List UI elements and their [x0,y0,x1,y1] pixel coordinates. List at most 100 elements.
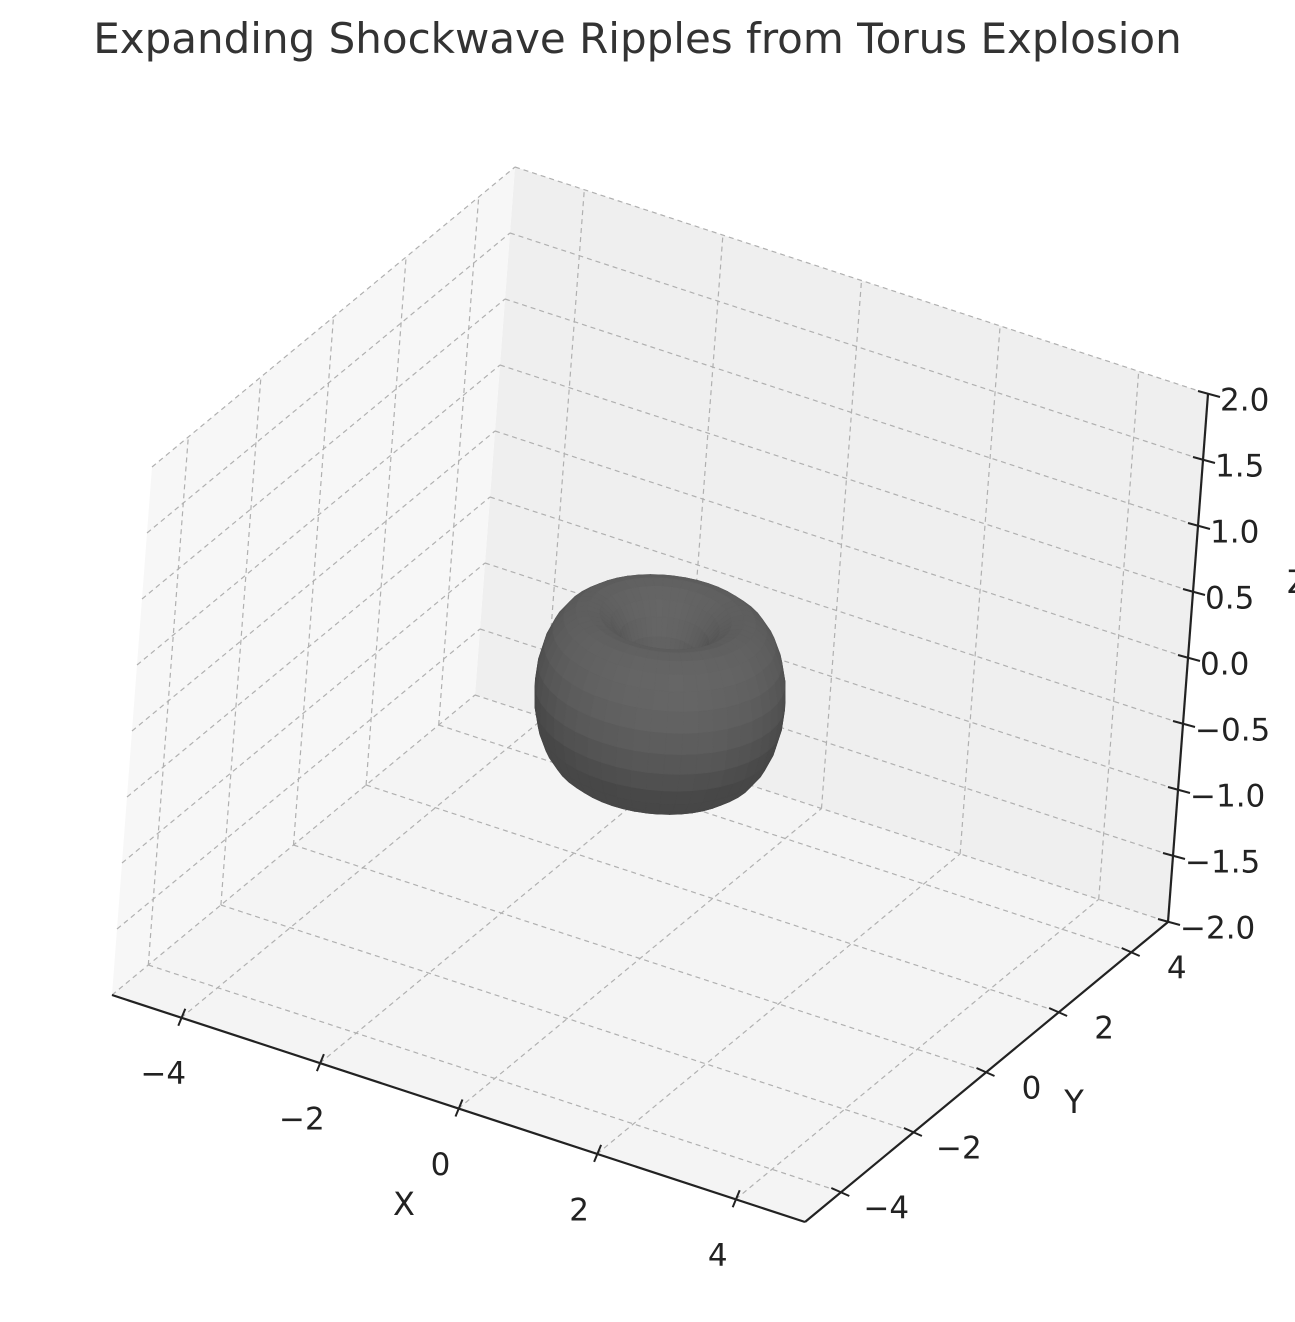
y-tick [903,1127,923,1137]
grid-line-z-back [494,430,1189,659]
y-tick-label: −4 [863,1191,909,1227]
z-tick-label: 0.0 [1200,647,1249,683]
torus-face [710,687,727,711]
z-tick [1197,390,1221,398]
torus-face [618,704,638,730]
grid-line-z-side [116,628,481,930]
z-tick-label: −1.5 [1185,845,1260,881]
torus-face [681,732,699,756]
z-tick-label: −0.5 [1195,713,1270,749]
torus-face [648,731,667,755]
torus-face [667,691,684,713]
grid-line-y-floor [365,784,1060,1013]
torus-face [646,772,664,792]
grid-line-z-back [509,232,1204,461]
torus-face [653,672,670,692]
torus-face [630,769,648,790]
y-tick-label: 0 [1022,1071,1042,1107]
torus-face [697,730,714,755]
z-tick-label: −2.0 [1180,911,1255,947]
torus-face [677,773,696,792]
grid-line-z-back [499,364,1194,593]
torus-face [661,773,680,792]
grid-line-y-side [220,376,262,906]
grid-line-z-side [136,364,501,666]
torus-face [683,691,699,713]
torus-face [645,789,663,804]
torus-face [655,599,664,618]
z-tick [1182,588,1206,596]
z-tick [1192,456,1216,464]
grid-line-z-side [111,694,476,996]
grid-line-x-floor [735,898,1100,1200]
chart-title: Expanding Shockwave Ripples from Torus E… [93,14,1182,63]
grid-line-y-side [365,256,407,786]
z-tick [1187,522,1211,530]
grid-line-z-side [151,166,516,468]
y-tick-label: −2 [936,1131,982,1167]
torus-face [662,577,674,588]
x-tick-label: −2 [279,1102,325,1138]
x-axis-label: X [393,1185,415,1223]
torus-face [698,709,714,734]
torus-face [664,732,684,755]
torus-face [695,672,712,692]
torus-face [658,803,676,813]
torus-face [652,690,670,712]
z-axis-label: Z [1287,563,1295,601]
torus-face [636,687,655,711]
grid-line-z-back [489,496,1184,725]
x-tick-label: 0 [431,1147,451,1183]
torus-face [712,728,728,753]
torus-face [694,752,713,775]
torus-face [655,659,670,675]
torus-face [663,753,682,775]
y-axis-label: Y [1063,1083,1084,1121]
torus-face [657,651,670,662]
tick-labels: −4 −2 0 2 4 −4 −2 0 2 4 2.0 1.5 1.0 0.5 0.0 −0.5 −1.0 −1.… [140,383,1295,1274]
torus-face [666,711,684,734]
x-tick-label: 2 [569,1192,589,1228]
grid-line-z-side [131,430,496,732]
torus-face [680,660,696,676]
torus-face [697,689,714,712]
grid-line-y-floor [293,844,987,1073]
y-tick [1048,1007,1068,1017]
torus-face [679,753,698,775]
z-tick [1162,852,1186,860]
y-tick-label: 4 [1167,951,1187,987]
grid-line-x-back [1098,371,1140,900]
z-tick [1172,720,1196,728]
torus-face [668,674,684,693]
x-tick-label: −4 [140,1056,186,1092]
grid-line-x-back [959,325,1001,854]
torus-face [712,707,728,732]
grid-line-y-floor [148,964,842,1193]
z-tick [1157,918,1181,926]
grid-line-z-back [504,298,1199,527]
torus-face [668,652,682,662]
torus-face [682,674,698,693]
torus-face [632,728,651,754]
torus-face [615,746,633,771]
z-tick-label: 0.5 [1205,581,1254,617]
y-tick-label: 2 [1094,1011,1114,1047]
z-tick [1167,786,1191,794]
torus-face [726,724,742,751]
z-tick [1177,654,1201,662]
grid-line-z-side [141,298,506,600]
x-tick [593,1144,603,1163]
z-tick-label: −1.0 [1190,779,1265,815]
x-tick [731,1189,741,1208]
torus-face [682,711,699,734]
tick-marks [177,390,1221,1208]
x-tick [177,1008,187,1027]
z-tick-label: 2.0 [1220,383,1269,419]
grid-line-z-side [146,232,511,534]
z-tick-label: 1.5 [1215,449,1264,485]
torus-face [710,749,728,773]
torus-face [659,790,678,805]
grid-line-z-back [514,166,1209,395]
grid-lines [111,166,1209,1200]
